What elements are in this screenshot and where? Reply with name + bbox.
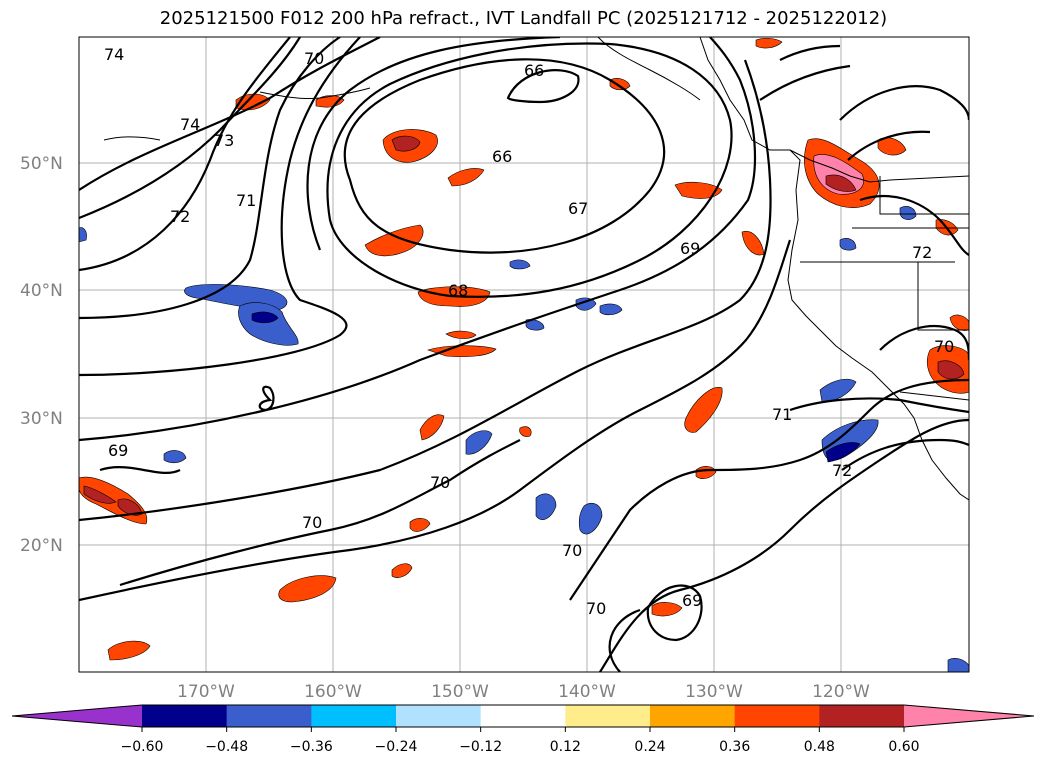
contour-label: 70: [586, 599, 606, 618]
lat-label: 20°N: [20, 536, 63, 556]
contour-label: 70: [302, 513, 322, 532]
gridlines: [79, 37, 969, 672]
lon-label: 170°W: [177, 682, 235, 702]
contour-label: 69: [682, 591, 702, 610]
contour-label: 74: [180, 115, 200, 134]
colorbar-tick-label: −0.60: [121, 739, 164, 755]
colorbar-tick-label: 0.60: [888, 739, 919, 755]
lat-label: 30°N: [20, 409, 63, 429]
lat-label: 40°N: [20, 281, 63, 301]
contour-label: 67: [568, 199, 588, 218]
colorbar: −0.60 −0.48 −0.36 −0.24 −0.12 0.12 0.24 0.36 0.4…: [11, 704, 1035, 755]
map-title: 2025121500 F012 200 hPa refract., IVT La…: [159, 8, 888, 29]
latitude-labels: 50°N 40°N 30°N 20°N: [20, 154, 63, 556]
map-area: [79, 37, 969, 672]
contour-label: 66: [524, 61, 544, 80]
lon-label: 160°W: [304, 682, 362, 702]
contour-label: 70: [304, 49, 324, 68]
lon-label: 140°W: [558, 682, 616, 702]
colorbar-tick-label: 0.36: [719, 739, 750, 755]
colorbar-segment: [734, 705, 820, 727]
contour-label: 69: [108, 441, 128, 460]
colorbar-tick-label: −0.12: [459, 739, 502, 755]
contour-label: 71: [772, 405, 792, 424]
contour-label: 70: [562, 541, 582, 560]
negative-anomaly-fills: [79, 206, 969, 672]
map-border: [78, 36, 970, 673]
colorbar-tick-label: 0.24: [634, 739, 665, 755]
colorbar-segment: [396, 705, 482, 727]
contour-label: 70: [430, 473, 450, 492]
contour-label: 69: [680, 239, 700, 258]
colorbar-extend-low: [12, 705, 142, 727]
colorbar-segment: [650, 705, 736, 727]
colorbar-extend-high: [904, 705, 1034, 727]
lon-label: 150°W: [431, 682, 489, 702]
contour-label: 74: [104, 45, 124, 64]
colorbar-tick-label: −0.48: [205, 739, 248, 755]
contour-label: 71: [236, 191, 256, 210]
contour-label: 66: [492, 147, 512, 166]
colorbar-segment: [142, 705, 228, 727]
contour-label: 72: [170, 207, 190, 226]
longitude-labels: 170°W 160°W 150°W 140°W 130°W 120°W: [177, 682, 870, 702]
lat-label: 50°N: [20, 154, 63, 174]
contour-labels: 74 70 74 73 72 71 66 66 67 69 68 72 70 7…: [104, 45, 954, 618]
colorbar-tick-label: 0.12: [550, 739, 581, 755]
contour-label: 72: [832, 461, 852, 480]
colorbar-segment: [565, 705, 651, 727]
colorbar-tick-label: −0.36: [290, 739, 333, 755]
coastlines: [103, 37, 969, 501]
contour-label: 72: [912, 243, 932, 262]
colorbar-segment: [226, 705, 312, 727]
colorbar-tick-label: −0.24: [375, 739, 418, 755]
colorbar-segment: [480, 705, 566, 727]
contour-label: 68: [448, 281, 468, 300]
lon-label: 130°W: [685, 682, 743, 702]
refractivity-contours: [79, 37, 969, 672]
colorbar-segment: [819, 705, 905, 727]
colorbar-tick-label: 0.48: [804, 739, 835, 755]
lon-label: 120°W: [812, 682, 870, 702]
contour-label: 70: [934, 337, 954, 356]
colorbar-segment: [311, 705, 397, 727]
contour-label: 73: [214, 131, 234, 150]
positive-anomaly-fills: [79, 37, 969, 661]
